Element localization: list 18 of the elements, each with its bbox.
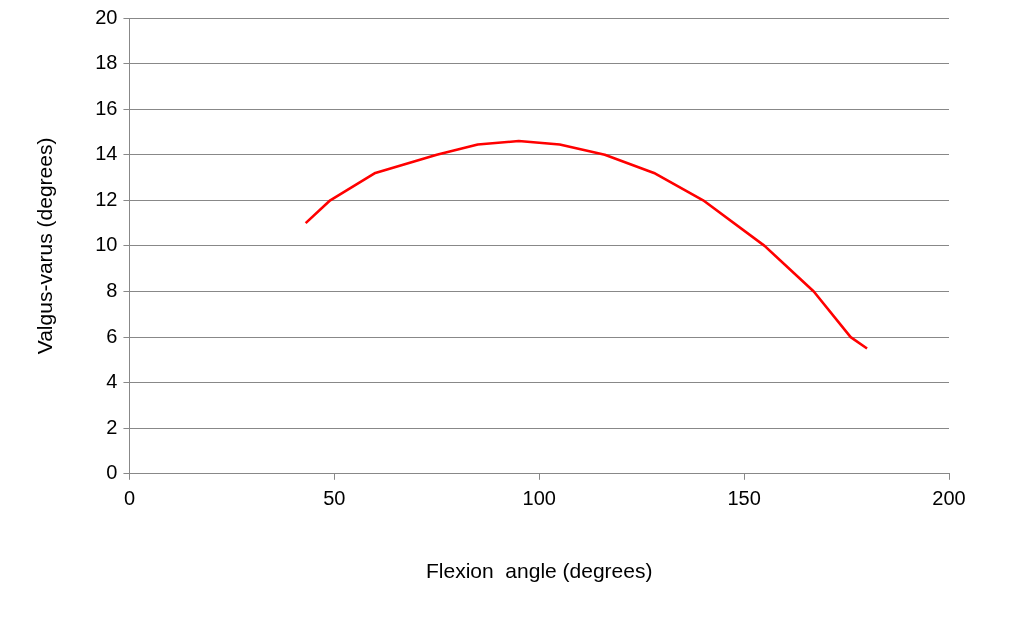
- y-tick-label: 20: [95, 5, 118, 28]
- y-tick-label: 18: [95, 51, 118, 74]
- y-tick-label: 10: [95, 233, 118, 256]
- x-tick-label: 0: [123, 487, 136, 510]
- y-tick-label: 8: [106, 279, 118, 301]
- y-tick-label: 14: [95, 142, 118, 165]
- y-tick-label: 4: [106, 370, 118, 393]
- y-tick-label: 0: [106, 461, 118, 484]
- x-tick-label: 50: [323, 487, 346, 510]
- x-axis-title: Flexion angle (degrees): [425, 559, 653, 583]
- y-tick-label: 12: [95, 187, 118, 210]
- x-tick-label: 200: [932, 487, 966, 510]
- y-tick-label: 2: [106, 415, 118, 438]
- y-axis-title: Valgus-varus (degrees): [33, 137, 57, 355]
- x-tick-label: 150: [727, 487, 761, 510]
- x-tick-label: 100: [522, 487, 556, 510]
- y-tick-label: 6: [106, 324, 118, 347]
- y-tick-label: 16: [95, 96, 118, 119]
